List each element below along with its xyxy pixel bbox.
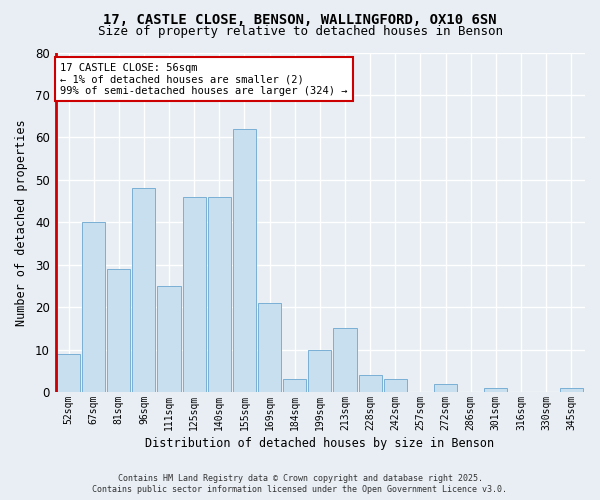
Bar xyxy=(233,129,256,392)
Bar xyxy=(334,328,356,392)
Text: 17, CASTLE CLOSE, BENSON, WALLINGFORD, OX10 6SN: 17, CASTLE CLOSE, BENSON, WALLINGFORD, O… xyxy=(103,12,497,26)
Bar xyxy=(258,303,281,392)
Bar xyxy=(383,380,407,392)
Y-axis label: Number of detached properties: Number of detached properties xyxy=(15,119,28,326)
Bar xyxy=(434,384,457,392)
Bar xyxy=(107,269,130,392)
X-axis label: Distribution of detached houses by size in Benson: Distribution of detached houses by size … xyxy=(145,437,494,450)
Bar xyxy=(208,197,231,392)
Text: Size of property relative to detached houses in Benson: Size of property relative to detached ho… xyxy=(97,25,503,38)
Text: 17 CASTLE CLOSE: 56sqm
← 1% of detached houses are smaller (2)
99% of semi-detac: 17 CASTLE CLOSE: 56sqm ← 1% of detached … xyxy=(60,62,347,96)
Bar xyxy=(308,350,331,392)
Text: Contains HM Land Registry data © Crown copyright and database right 2025.
Contai: Contains HM Land Registry data © Crown c… xyxy=(92,474,508,494)
Bar xyxy=(283,380,306,392)
Title: 17, CASTLE CLOSE, BENSON, WALLINGFORD, OX10 6SN
Size of property relative to det: 17, CASTLE CLOSE, BENSON, WALLINGFORD, O… xyxy=(0,499,1,500)
Bar xyxy=(182,197,206,392)
Bar xyxy=(82,222,105,392)
Bar xyxy=(484,388,508,392)
Bar xyxy=(359,375,382,392)
Bar xyxy=(57,354,80,392)
Bar xyxy=(157,286,181,392)
Bar xyxy=(133,188,155,392)
Bar xyxy=(560,388,583,392)
